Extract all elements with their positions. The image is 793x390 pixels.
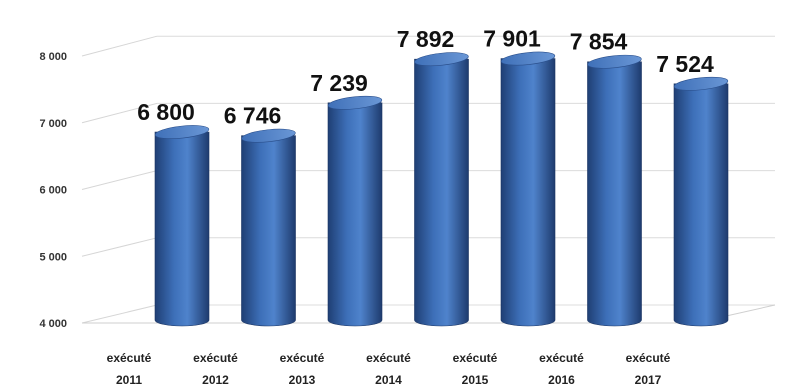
x-tick-label-line1: exécuté [366,351,411,365]
y-axis: 4 000 5 000 6 000 7 000 8 000 [39,51,67,330]
bar-series [154,51,729,327]
x-tick-label-line2: 2015 [462,373,489,387]
y-tick-label: 8 000 [39,51,67,63]
y-tick-label: 7 000 [39,118,67,130]
x-tick-label-line2: 2016 [548,373,575,387]
data-label: 7 854 [570,29,628,55]
data-label: 6 746 [224,103,282,129]
data-label: 6 800 [137,99,195,125]
x-tick-label-line2: 2013 [289,373,316,387]
x-axis: exécuté 2011 exécuté 2012 exécuté 2013 exécuté… [107,351,671,387]
bar-2013 [327,95,383,327]
data-label: 7 524 [656,51,714,77]
x-tick-label-line1: exécuté [539,351,584,365]
x-tick-label-line1: exécuté [107,351,152,365]
gridline-8000 [81,35,775,57]
bar-2012 [241,128,296,327]
y-tick-label: 5 000 [39,251,67,263]
bar-2011 [154,125,210,327]
bar-2017 [673,76,729,327]
data-label: 7 892 [397,26,455,52]
x-tick-label-line2: 2017 [635,373,662,387]
y-tick-label: 4 000 [39,318,67,330]
data-labels: 6 800 6 746 7 239 7 892 7 901 7 854 7 524 [137,26,714,129]
data-label: 7 239 [310,70,368,96]
y-tick-label: 6 000 [39,185,67,197]
x-tick-label-line2: 2014 [375,373,402,387]
x-tick-label-line2: 2012 [202,373,229,387]
x-tick-label-line1: exécuté [453,351,498,365]
bar-2016 [587,54,642,327]
bar-2014 [414,52,469,327]
x-tick-label-line1: exécuté [193,351,238,365]
x-tick-label-line1: exécuté [280,351,325,365]
data-label: 7 901 [483,26,541,52]
x-tick-label-line2: 2011 [116,373,142,387]
bar-2015 [500,51,556,327]
x-tick-label-line1: exécuté [626,351,671,365]
